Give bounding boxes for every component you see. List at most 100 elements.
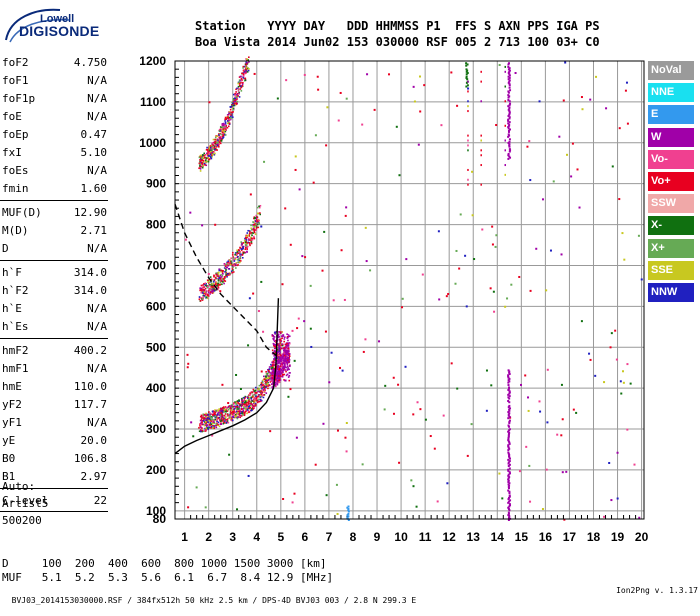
echo-point (237, 85, 240, 88)
echo-point (507, 406, 510, 409)
echo-point (507, 99, 510, 102)
echo-point (347, 512, 350, 515)
echo-point (578, 206, 581, 209)
echo-point (273, 339, 275, 341)
echo-point (208, 146, 211, 149)
echo-point (276, 375, 279, 378)
echo-point (223, 408, 226, 411)
echo-point (231, 104, 233, 106)
echo-point (480, 70, 482, 73)
echo-point (214, 411, 217, 414)
echo-point (237, 408, 239, 410)
param-name: foE (2, 110, 22, 123)
echo-point (255, 214, 258, 217)
echo-point (272, 371, 274, 374)
echo-point (230, 408, 232, 410)
echo-point (507, 68, 510, 71)
echo-point (215, 282, 217, 285)
echo-point (288, 359, 291, 361)
echo-point (445, 295, 448, 298)
echo-point (276, 360, 279, 362)
echo-point (504, 164, 507, 167)
echo-point (269, 430, 272, 433)
echo-point (245, 401, 247, 403)
echo-point (203, 154, 205, 157)
echo-point (210, 156, 212, 158)
echo-point (267, 374, 269, 377)
echo-point (233, 259, 236, 261)
echo-point (507, 498, 510, 501)
echo-point (283, 338, 286, 340)
echo-point (589, 358, 592, 361)
echo-point (244, 70, 246, 72)
echo-point (201, 416, 204, 419)
echo-point (241, 404, 244, 407)
echo-point (254, 390, 256, 393)
echo-point (287, 358, 289, 360)
echo-point (228, 268, 231, 270)
echo-point (184, 238, 187, 241)
echo-point (238, 81, 241, 83)
echo-point (401, 297, 404, 300)
echo-point (508, 415, 511, 418)
echo-point (558, 135, 561, 138)
echo-point (280, 357, 282, 360)
x-tick-label: 7 (326, 530, 333, 544)
echo-point (221, 132, 224, 134)
echo-point (419, 408, 422, 411)
echo-point (287, 356, 289, 359)
echo-point (268, 375, 270, 378)
echo-point (271, 377, 274, 379)
echo-point (276, 374, 279, 377)
echo-point (248, 394, 250, 396)
echo-point (239, 410, 241, 413)
x-tick-label: 9 (374, 530, 381, 544)
echo-point (207, 419, 210, 421)
echo-point (507, 449, 510, 452)
echo-point (205, 293, 208, 295)
echo-point (480, 134, 482, 137)
echo-point (265, 377, 267, 380)
echo-point (272, 372, 274, 375)
echo-point (200, 165, 202, 168)
echo-point (231, 410, 234, 413)
echo-point (245, 410, 247, 413)
echo-point (277, 343, 280, 345)
echo-point (508, 463, 511, 466)
echo-point (633, 463, 636, 466)
echo-point (384, 384, 387, 387)
echo-point (217, 279, 220, 281)
echo-point (211, 434, 214, 437)
echo-point (236, 98, 238, 100)
legend-item: NoVal (648, 61, 694, 80)
echo-point (203, 430, 205, 433)
echo-point (218, 417, 220, 420)
echo-point (508, 482, 511, 485)
echo-point (285, 346, 287, 349)
echo-point (467, 139, 469, 142)
echo-point (241, 84, 244, 87)
echo-point (507, 477, 510, 480)
echo-point (345, 206, 348, 209)
echo-point (480, 164, 482, 167)
echo-point (242, 408, 245, 410)
electron-density-profile (174, 298, 280, 455)
echo-point (288, 374, 291, 377)
echo-point (230, 257, 232, 260)
echo-point (199, 300, 202, 302)
echo-point (507, 433, 510, 436)
param-row: B0 106.8 (0, 450, 110, 468)
echo-point (268, 370, 270, 372)
echo-point (232, 414, 235, 417)
echo-point (529, 500, 532, 503)
echo-point (201, 156, 204, 158)
echo-point (239, 253, 241, 255)
echo-point (232, 271, 235, 273)
echo-point (203, 424, 206, 427)
echo-point (266, 383, 269, 386)
echo-point (221, 278, 224, 281)
echo-point (221, 409, 223, 412)
echo-point (200, 288, 203, 291)
echo-point (278, 367, 281, 370)
echo-point (241, 254, 244, 256)
